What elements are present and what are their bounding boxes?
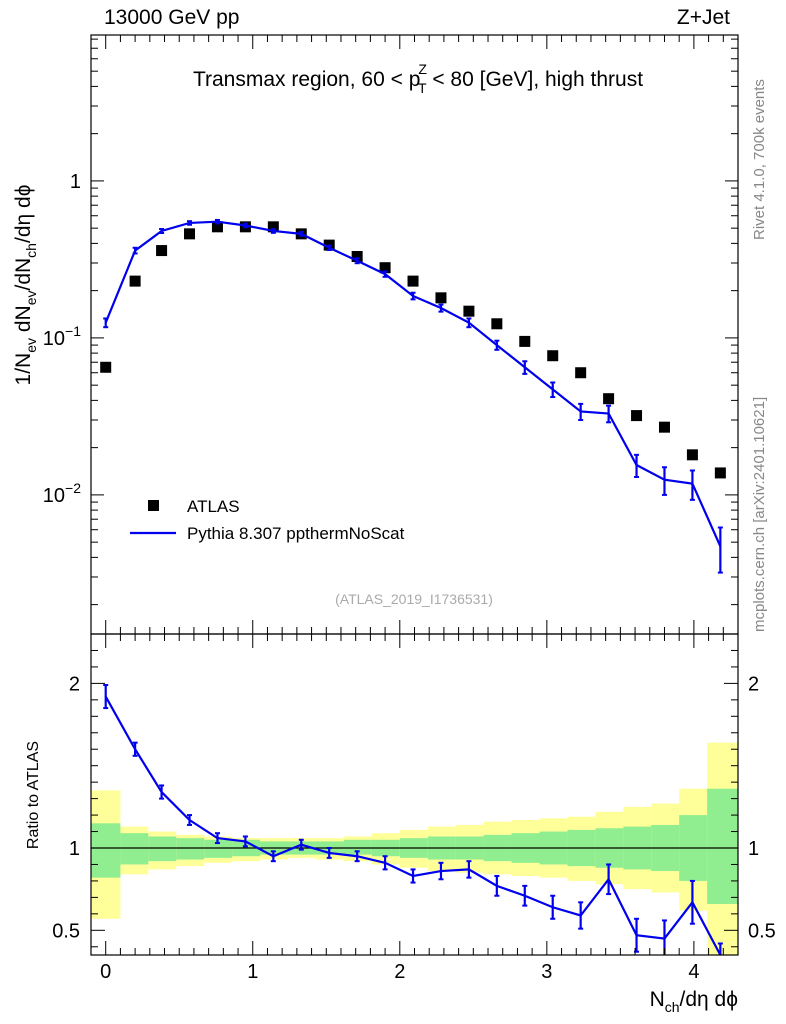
header-left-label: 13000 GeV pp [104,6,239,29]
atlas-data-point [435,292,447,304]
main-y-tick-label-exponent: −1 [65,323,81,339]
ratio-series-group [103,684,723,955]
main-panel: 110−110−2 Transmax region, 60 < pZ T < 80… [12,34,739,635]
xlabel-part-3: /dη dϕ [680,988,738,1011]
xlabel-part-2: ch [665,999,680,1015]
ylabel-part-2: ev [23,338,39,353]
x-tick-label: 1 [247,961,258,983]
main-y-tick-label-base: 10 [43,485,65,507]
ratio-inner-band [707,788,738,904]
main-y-tick-label-exponent: −2 [65,480,81,496]
atlas-data-point [184,228,196,240]
atlas-data-point [129,275,141,287]
atlas-data-point [463,305,475,317]
atlas-data-point [491,318,503,330]
x-tick-label: 0 [100,961,111,983]
ratio-y-tick-label-right: 1 [748,838,759,860]
main-plot-content [100,218,726,574]
ratio-inner-band [120,833,149,865]
legend-atlas-marker [148,500,159,511]
atlas-data-point [575,367,587,379]
atlas-data-point [714,467,726,479]
analysis-watermark: (ATLAS_2019_I1736531) [335,591,493,607]
x-tick-label: 3 [541,961,552,983]
legend-atlas-label: ATLAS [187,497,240,516]
ratio-inner-band [91,823,121,878]
ratio-y-tick-label-left: 1 [69,838,80,860]
x-tick-label: 4 [688,961,699,983]
ylabel-part-3: dN [12,305,35,338]
main-title-sup: Z [418,61,427,77]
ratio-inner-band [148,836,177,862]
main-frame [90,34,739,635]
atlas-data-point [686,449,698,461]
x-tick-label: 2 [394,961,405,983]
atlas-data-point [379,262,391,274]
main-title-sub: T [418,80,427,96]
atlas-data-point [156,245,168,257]
ratio-panel: 0.5 0.5 1 1 2 2 0 1 2 3 4 Ratio to ATLAS Nch/dη dϕ [25,633,776,1015]
ratio-plot-content [91,684,738,955]
rivet-label: Rivet 4.1.0, 700k events [751,79,768,240]
atlas-data-point [603,393,615,405]
main-title-before: Transmax region, 60 < p [193,68,420,91]
legend-pythia-label: Pythia 8.307 ppthermNoScat [187,524,405,543]
ratio-inner-band [204,839,233,858]
mcplots-label: mcplots.cern.ch [arXiv:2401.10621] [751,397,768,632]
ylabel-part-6: ch [23,243,39,258]
ratio-y-tick-label-left: 2 [69,673,80,695]
atlas-data-point [100,361,112,373]
main-y-tick-label-base: 1 [70,171,81,193]
ylabel-part-4: ev [23,290,39,305]
ylabel-part-5: /dN [12,258,35,291]
atlas-data-point [211,221,223,233]
ratio-y-tick-label-left: 0.5 [52,920,80,942]
ratio-y-tick-label-right: 0.5 [748,920,776,942]
atlas-data-point [407,275,419,287]
ratio-axis-ticks: 0.5 0.5 1 1 2 2 0 1 2 3 4 [52,633,776,983]
atlas-data-point [631,410,643,422]
main-y-axis-label: 1/Nev dNev/dNch/dη dϕ [12,185,39,386]
xlabel-part-1: N [650,988,665,1011]
atlas-data-point [267,221,279,233]
main-axis-ticks: 110−110−2 [43,35,739,634]
header-right-label: Z+Jet [677,6,730,29]
ratio-inner-band [343,839,372,855]
main-title: Transmax region, 60 < pZ T < 80 [GeV], hi… [193,61,643,96]
ratio-y-tick-label-right: 2 [748,673,759,695]
ratio-y-axis-label: Ratio to ATLAS [25,741,42,849]
ylabel-part-1: 1/N [12,353,35,386]
x-axis-label: Nch/dη dϕ [650,988,738,1015]
legend: ATLAS Pythia 8.307 ppthermNoScat [130,497,405,543]
ylabel-part-7: /dη dϕ [12,185,35,243]
main-y-tick-label-base: 10 [43,328,65,350]
ratio-frame [90,633,739,956]
atlas-data-point [519,335,531,347]
atlas-data-point [351,251,363,263]
main-y-tick-label: 1 [70,171,81,193]
main-y-tick-label: 10−1 [43,323,81,350]
atlas-data-point [547,350,559,362]
main-title-after: < 80 [GeV], high thrust [427,68,644,91]
atlas-data-point [658,421,670,433]
ratio-inner-band [176,838,205,860]
main-y-tick-label: 10−2 [43,480,81,507]
